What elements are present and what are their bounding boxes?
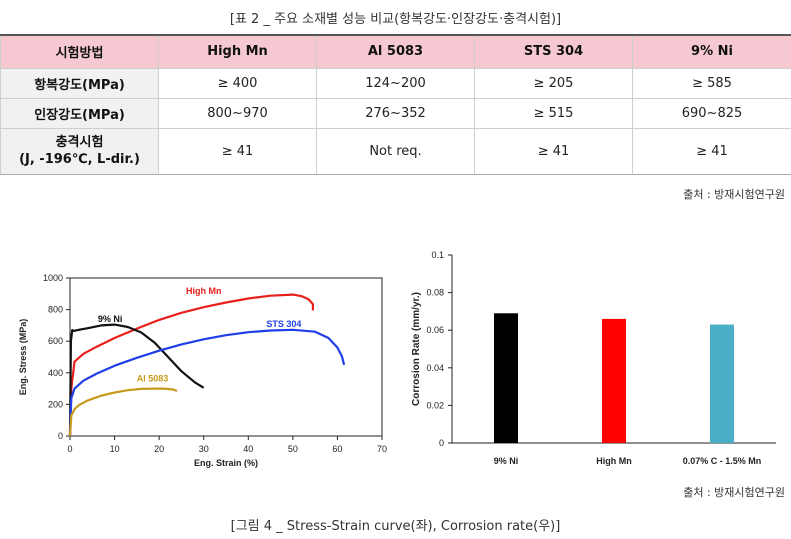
x-tick-label: 10 <box>110 444 120 454</box>
table-cell: ≥ 41 <box>632 127 791 175</box>
x-tick-label: 60 <box>332 444 342 454</box>
stress-strain-chart: 0 10 20 30 40 50 60 70 0 200 400 600 800 1000 Eng. Str… <box>18 273 387 468</box>
row-label-tensile-strength: 인장강도(MPa) <box>0 97 159 129</box>
series-annotation: Al 5083 <box>137 373 169 383</box>
table-cell: 800~970 <box>158 97 317 129</box>
header-test-method: 시험방법 <box>0 34 159 69</box>
x-category-label: High Mn <box>596 456 632 466</box>
x-tick-label: 40 <box>243 444 253 454</box>
table-cell: ≥ 41 <box>158 127 317 175</box>
x-tick-label: 30 <box>199 444 209 454</box>
x-axis-label: Eng. Strain (%) <box>194 458 258 468</box>
y-axis-label: Corrosion Rate (mm/yr.) <box>411 292 422 406</box>
x-tick-label: 20 <box>154 444 164 454</box>
table-cell: Not req. <box>316 127 475 175</box>
y-tick-label: 0.1 <box>431 250 444 260</box>
row-label-impact-test: 충격시험 (J, -196℃, L-dir.) <box>0 127 159 175</box>
bar-9-ni <box>494 313 518 443</box>
row-label-impact-test-condition: (J, -196℃, L-dir.) <box>19 152 140 167</box>
table-cell: 690~825 <box>632 97 791 129</box>
series-line-high-mn <box>68 293 314 437</box>
y-tick-label: 200 <box>48 399 63 409</box>
y-tick-label: 0.06 <box>426 325 444 335</box>
table-row: 인장강도(MPa) 800~970 276~352 ≥ 515 690~825 <box>0 97 791 129</box>
y-tick-label: 400 <box>48 368 63 378</box>
bar-0-07-c-1-5-mn <box>710 324 734 443</box>
table-cell: 124~200 <box>316 67 475 99</box>
x-category-label: 0.07% C - 1.5% Mn <box>683 456 762 466</box>
figure-source-note: 출처 : 방재시험연구원 <box>683 486 785 499</box>
table-caption: [표 2 _ 주요 소재별 성능 비교(항복강도·인장강도·충격시험)] <box>229 12 562 27</box>
figure-caption: [그림 4 _ Stress-Strain curve(좌), Corrosio… <box>230 519 561 534</box>
x-tick-label: 70 <box>377 444 387 454</box>
table-cell: ≥ 205 <box>474 67 633 99</box>
y-tick-label: 0.02 <box>426 400 444 410</box>
y-tick-label: 600 <box>48 336 63 346</box>
header-sts-304: STS 304 <box>474 34 633 69</box>
series-line-al-5083 <box>68 387 178 437</box>
table-cell: ≥ 515 <box>474 97 633 129</box>
series-annotation: High Mn <box>186 286 222 296</box>
series-line-9-ni <box>68 323 205 437</box>
table-cell: ≥ 400 <box>158 67 317 99</box>
series-line-sts-304 <box>68 328 346 437</box>
table-cell: ≥ 41 <box>474 127 633 175</box>
series-annotation: 9% Ni <box>98 314 123 324</box>
corrosion-rate-chart: 0 0.02 0.04 0.06 0.08 0.1 Corrosion Rate (mm/y… <box>411 250 776 466</box>
x-tick-label: 50 <box>288 444 298 454</box>
series-annotation: STS 304 <box>266 319 301 329</box>
table-cell: ≥ 585 <box>632 67 791 99</box>
y-tick-label: 0.04 <box>426 363 444 373</box>
table-cell: 276~352 <box>316 97 475 129</box>
table-source-note: 출처 : 방재시험연구원 <box>683 188 785 201</box>
header-9-ni: 9% Ni <box>632 34 791 69</box>
bar-high-mn <box>602 318 626 443</box>
y-tick-label: 800 <box>48 305 63 315</box>
y-tick-label: 0 <box>439 438 444 448</box>
table-row: 항복강도(MPa) ≥ 400 124~200 ≥ 205 ≥ 585 <box>0 67 791 99</box>
material-comparison-table: 시험방법 High Mn Al 5083 STS 304 9% Ni 항복강도(… <box>0 34 791 175</box>
x-category-label: 9% Ni <box>494 456 519 466</box>
header-high-mn: High Mn <box>158 34 317 69</box>
table-row: 충격시험 (J, -196℃, L-dir.) ≥ 41 Not req. ≥ … <box>0 127 791 175</box>
y-axis-label: Eng. Stress (MPa) <box>18 319 28 396</box>
y-tick-label: 0.08 <box>426 288 444 298</box>
row-label-yield-strength: 항복강도(MPa) <box>0 67 159 99</box>
y-tick-label: 1000 <box>43 273 63 283</box>
y-tick-label: 0 <box>58 431 63 441</box>
row-label-impact-test-title: 충격시험 <box>55 135 104 150</box>
x-tick-label: 0 <box>67 444 72 454</box>
table-header-row: 시험방법 High Mn Al 5083 STS 304 9% Ni <box>0 34 791 69</box>
header-al-5083: Al 5083 <box>316 34 475 69</box>
